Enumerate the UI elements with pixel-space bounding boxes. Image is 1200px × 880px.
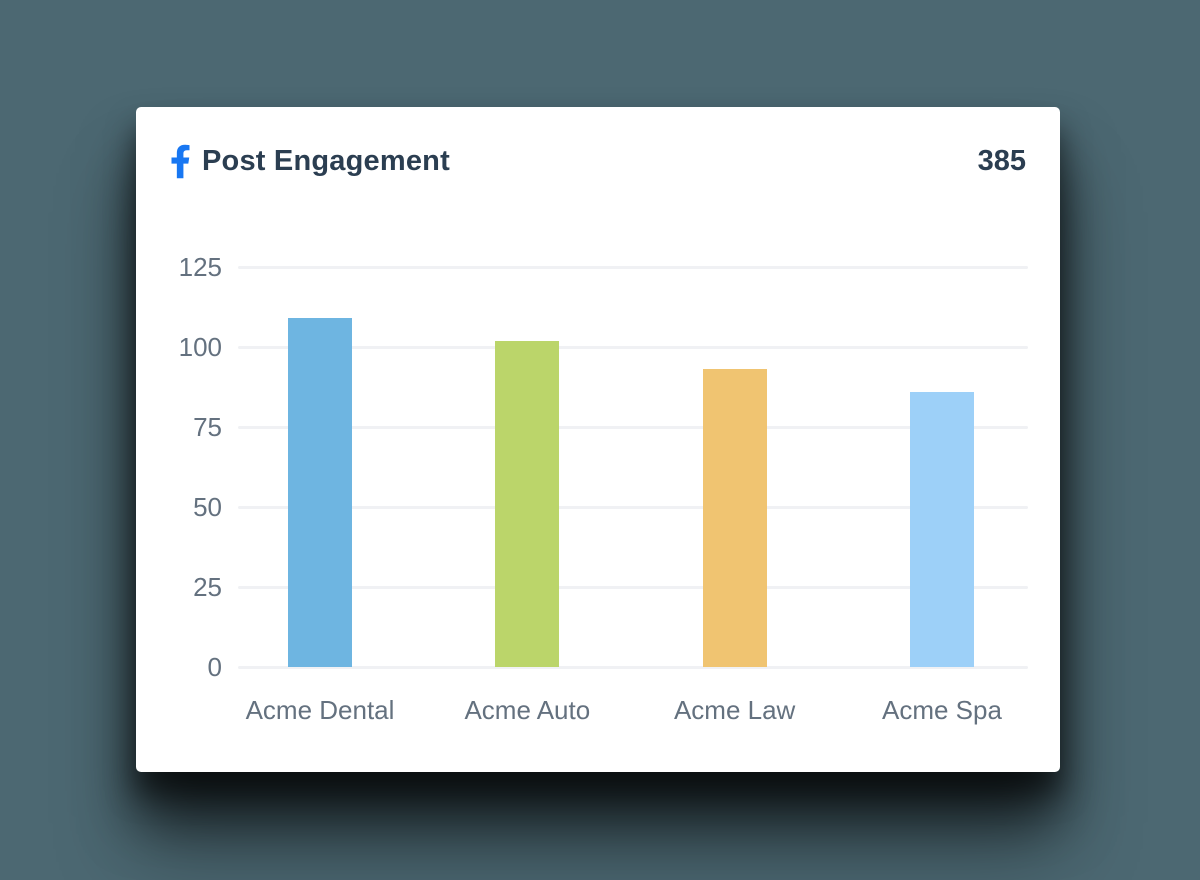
y-axis-label: 100 [178, 332, 222, 362]
engagement-total: 385 [977, 144, 1026, 177]
bar-acme-law [702, 369, 767, 667]
x-axis-label: Acme Spa [882, 695, 1002, 725]
y-axis-label: 0 [207, 652, 222, 682]
card-header: Post Engagement 385 [170, 141, 1026, 181]
gridline-y50 [238, 506, 1028, 509]
y-axis-label: 125 [178, 252, 222, 282]
bar-acme-dental [288, 318, 352, 667]
gridline-y0 [238, 666, 1028, 669]
post-engagement-card: Post Engagement 385 125 100 75 50 25 0 Acme De… [136, 107, 1060, 772]
x-axis-label: Acme Dental [245, 695, 395, 725]
y-axis-label: 25 [193, 572, 222, 602]
gridline-y100 [238, 346, 1028, 349]
bar-chart: 125 100 75 50 25 0 Acme Dental Acme Auto Acme La… [136, 107, 1060, 772]
facebook-icon [171, 144, 190, 178]
gridline-y25 [238, 586, 1028, 589]
bar-acme-auto [495, 341, 560, 667]
card-title: Post Engagement [202, 144, 450, 177]
bar-acme-spa [909, 392, 974, 667]
x-axis-label: Acme Auto [464, 695, 591, 725]
gridline-y75 [238, 426, 1028, 429]
y-axis-label: 75 [193, 412, 222, 442]
y-axis-label: 50 [193, 492, 222, 522]
x-axis-label: Acme Law [673, 695, 796, 725]
gridline-y125 [238, 266, 1028, 269]
